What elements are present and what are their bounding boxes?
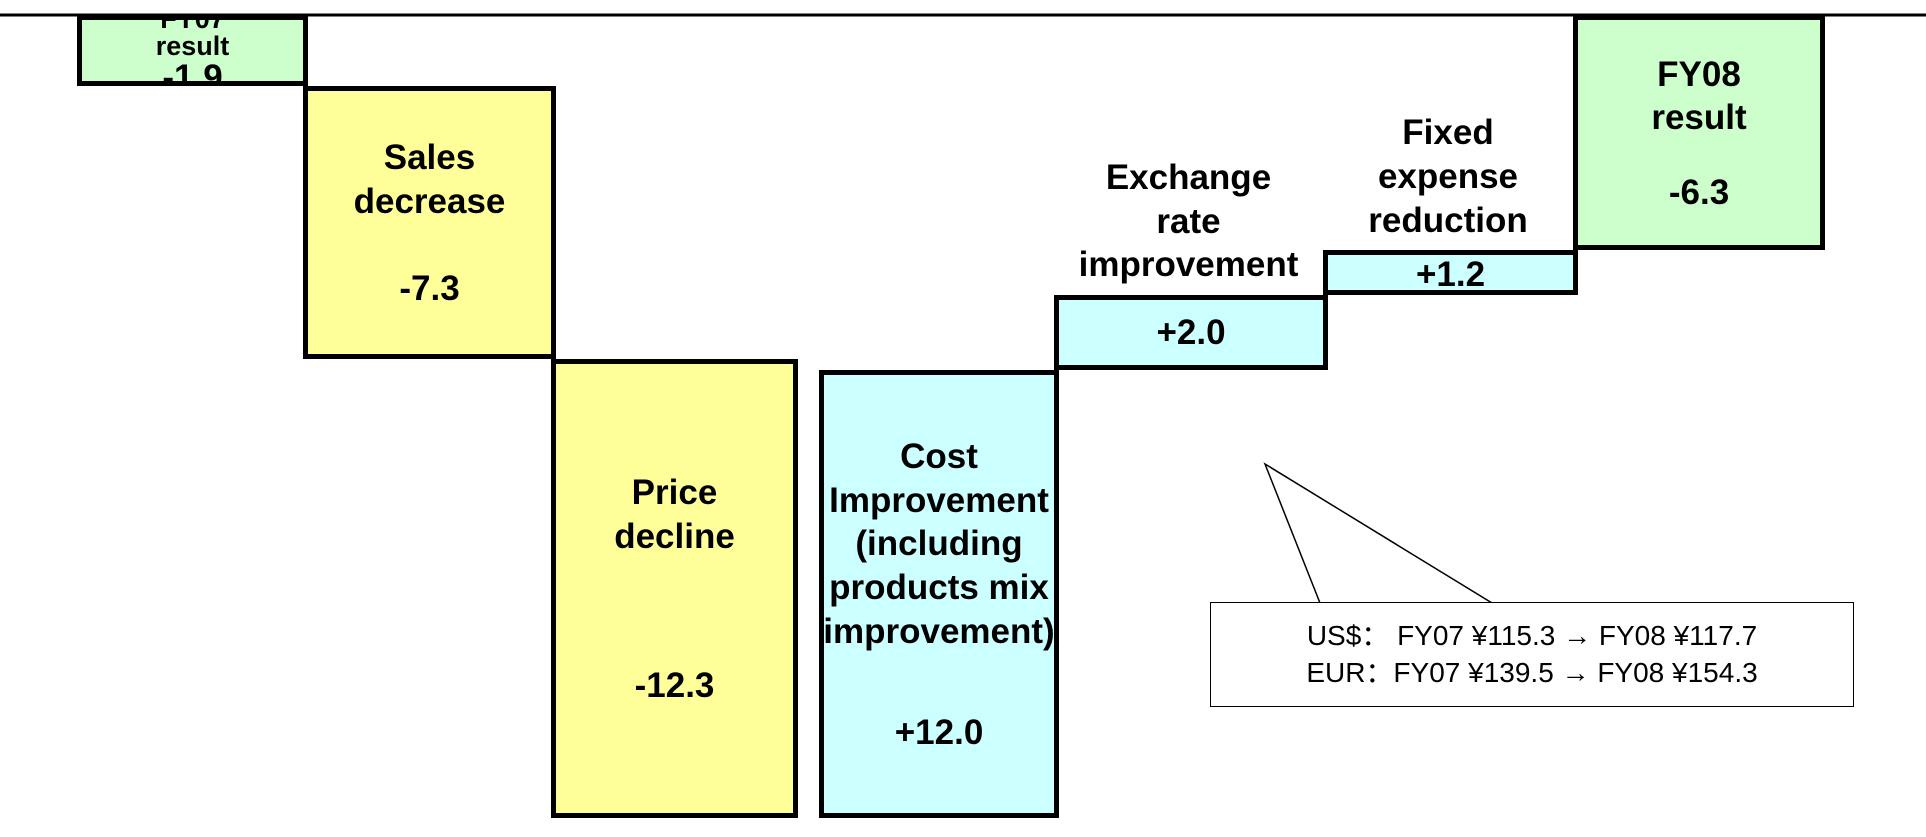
bar: +2.0 [1054, 295, 1328, 370]
value-label: +12.0 [894, 713, 984, 753]
category-label: FY07 result [155, 15, 230, 61]
value-label: -7.3 [399, 268, 460, 308]
category-label: FY08 result [1651, 54, 1747, 138]
label-holder: Fixed expense reduction [1323, 90, 1573, 242]
category-label: Sales decrease [353, 138, 506, 221]
bar: +1.2 [1323, 250, 1578, 296]
category-label: Fixed expense reduction [1368, 113, 1528, 240]
bar: Sales decrease -7.3 [303, 85, 556, 359]
value-label: +2.0 [1156, 312, 1226, 352]
bar: FY08 result -6.3 [1573, 15, 1825, 251]
category-label: Price decline [614, 473, 735, 556]
callout-pointer [1263, 462, 1495, 604]
label-holder: Exchange rate improvement [1054, 135, 1323, 287]
bar: FY07 result -1.9 [77, 15, 308, 86]
category-label: Cost Improvement (including products mix… [823, 436, 1055, 651]
value-label: -12.3 [634, 665, 715, 705]
bar: Price decline -12.3 [551, 358, 798, 819]
value-label: +1.2 [1415, 255, 1486, 295]
exchange-rate-callout: US$： FY07 ¥115.3 → FY08 ¥117.7 EUR：FY07 … [1210, 602, 1854, 707]
value-label: -6.3 [1668, 172, 1730, 212]
category-label: Exchange rate improvement [1078, 157, 1299, 285]
bar: Cost Improvement (including products mix… [819, 369, 1059, 819]
value-label: -1.9 [162, 58, 223, 86]
annotation: US$： FY07 ¥115.3 → FY08 ¥117.7 [1306, 620, 1758, 652]
annotation: EUR：FY07 ¥139.5 → FY08 ¥154.3 [1306, 656, 1758, 688]
